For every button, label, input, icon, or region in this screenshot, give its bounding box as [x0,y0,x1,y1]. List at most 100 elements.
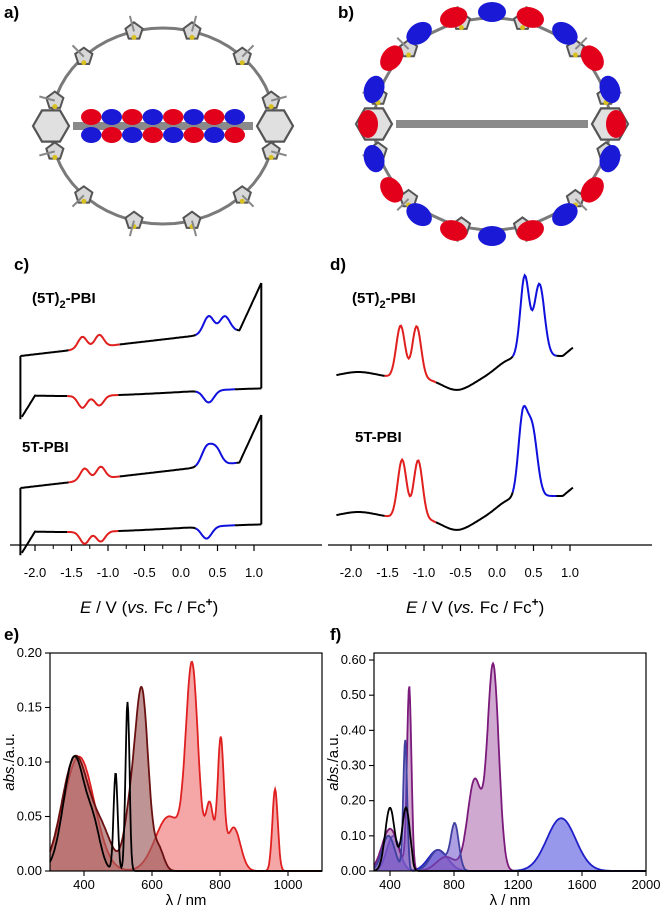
orbital-lobe [183,109,204,125]
orbital-lobe [122,127,143,143]
orbital-lobe [101,109,122,125]
dpv-trace-segment [511,273,557,357]
x-tick-label: 0.0 [488,565,506,580]
dpv-compound-label-mono: 5T-PBI [355,429,402,446]
x-tick-label: 400 [73,877,95,892]
x-tick-label: 0.0 [172,565,190,580]
methyl-stub [128,220,135,237]
dpv-trace-segment [435,355,514,391]
x-tick-label: 600 [141,877,163,892]
orbital-lobe [440,220,468,241]
cv-trace-segment [119,464,197,478]
dpv-trace-segment [384,324,437,384]
orbital-lobe [204,127,225,143]
panel-label-d: d) [330,255,346,274]
x-tick-label: -1.0 [413,565,435,580]
cv-compound-label-mono: 5T-PBI [22,439,69,456]
sulfur-atom [81,60,87,66]
sulfur-atom [52,104,58,110]
orbital-lobe [380,177,404,203]
orbital-lobe [599,75,621,104]
absorption-band-fill [50,661,322,871]
methyl-stub [71,44,85,58]
sulfur-atom [268,154,274,160]
cv-trace-segment [21,530,68,554]
cv-trace-segment [234,523,262,527]
f-y-axis-label: abs./a.u. [325,733,342,791]
y-tick-label: 0.10 [341,828,366,843]
methyl-stub [396,198,410,211]
x-tick-label: 0.5 [208,565,226,580]
molecule-structure-b [354,2,630,246]
absorption-band-fill [374,663,646,871]
x-tick-label: 1000 [274,877,303,892]
orbital-lobe [478,226,506,246]
x-tick-label: -1.5 [60,565,82,580]
cv-trace-segment [236,282,263,332]
methyl-stub [39,150,56,157]
cv-trace-segment [118,526,196,532]
methyl-stub [191,220,198,237]
absorption-band-fill [50,686,322,871]
x-tick-label: 800 [209,877,231,892]
orbital-lobe [580,45,604,71]
panel-label-e: e) [4,625,19,644]
sulfur-atom [52,154,58,160]
dpv-trace-segment [384,457,437,524]
methyl-stub [396,37,410,50]
orbital-lobe [81,109,102,125]
dpv-compound-label-dimer: (5T)2-PBI [352,290,416,311]
cv-trace-segment [67,530,119,546]
x-tick-label: -1.5 [376,565,398,580]
y-tick-label: 0.20 [341,793,366,808]
orbital-lobe [516,220,544,241]
y-tick-label: 0.30 [341,758,366,773]
y-tick-label: 0.00 [17,863,42,878]
orbital-lobe [406,203,432,227]
phenylene-ring [31,109,71,143]
molecule-structure-a [31,15,295,237]
orbital-lobe [142,109,163,125]
orbital-lobe [552,21,578,45]
orbital-lobe [363,144,385,173]
f-x-axis-label: λ / nm [490,892,531,909]
x-tick-label: -2.0 [24,565,46,580]
orbital-lobe [599,144,621,173]
orbital-lobe [101,127,122,143]
x-tick-label: 1.0 [245,565,263,580]
y-tick-label: 0.10 [17,754,42,769]
absorption-chart-f: 400 800 1200 1600 2000 0.00 0.10 0.20 0.30 0.40 0.… [325,652,660,909]
methyl-stub [39,95,56,102]
panel-label-f: f) [330,625,341,644]
dpv-trace-segment [556,486,574,497]
orbital-lobe [224,109,245,125]
orbital-lobe [580,177,604,203]
sulfur-atom [520,25,526,31]
sulfur-atom [406,52,412,58]
panel-label-a: a) [4,3,19,22]
cv-trace-segment [119,334,196,346]
cv-trace-segment [67,394,119,409]
dpv-trace-segment [556,346,574,357]
absorption-chart-e: 400 600 800 1000 0.00 0.05 0.10 0.15 0.20 λ / nm… [1,645,323,909]
cv-trace-segment [68,465,120,484]
panel-label-c: c) [14,255,29,274]
methyl-stub [241,194,255,208]
phenylene-ring [255,109,295,143]
cv-trace-segment [21,394,68,418]
panel-label-b: b) [338,3,354,22]
x-tick-label: 2000 [632,877,661,892]
cv-trace-segment [194,442,237,467]
methyl-stub [191,15,198,32]
x-tick-label: -2.0 [340,565,362,580]
orbital-lobe [380,45,404,71]
x-tick-label: -0.5 [449,565,471,580]
sulfur-atom [239,198,245,204]
methyl-stub [71,194,85,208]
x-tick-label: 800 [443,877,465,892]
cv-trace-segment [195,388,236,404]
cv-trace-segment [20,481,69,489]
pbi-core [396,120,588,128]
y-tick-label: 0.20 [17,645,42,660]
